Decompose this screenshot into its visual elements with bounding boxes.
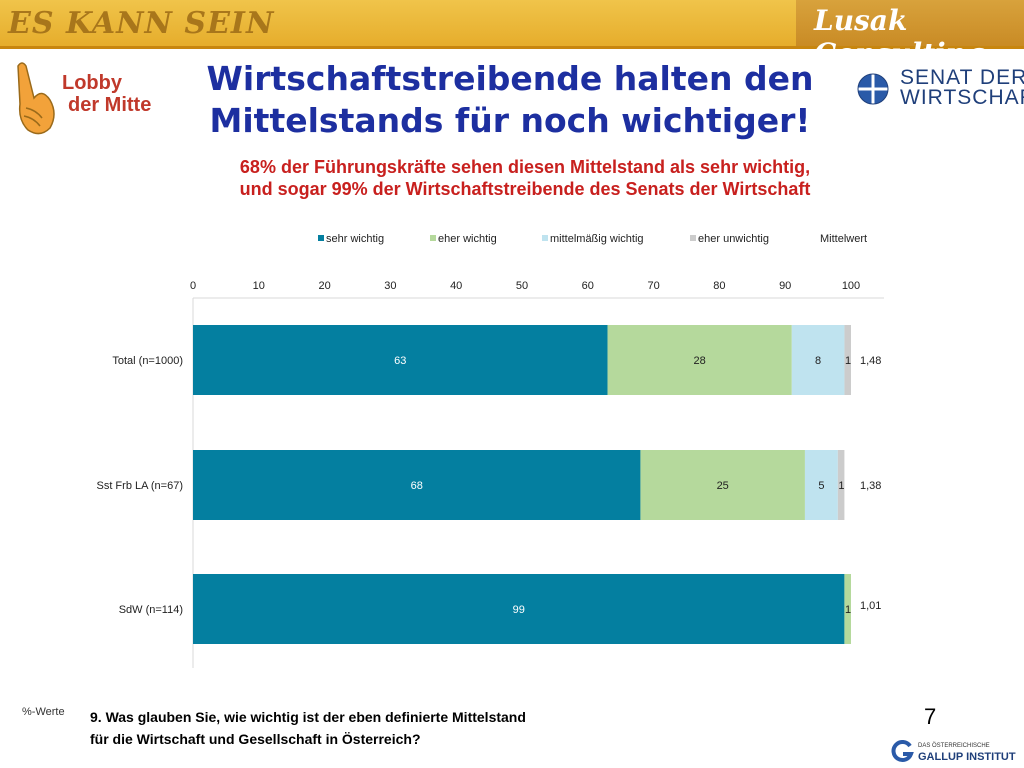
page-number: 7: [924, 704, 937, 729]
senat-line2: WIRTSCHAFT: [900, 86, 1024, 109]
x-tick-label-10: 100: [842, 280, 860, 292]
lusak-logo-box: [796, 0, 1024, 46]
bar-1-3: [837, 450, 845, 520]
bar-1-1: [640, 450, 805, 520]
lusak-consulting-logo: Lusak Consulting: [814, 4, 986, 70]
x-tick-label-9: 90: [779, 280, 791, 292]
x-tick-label-3: 30: [384, 280, 396, 292]
gallup-small-text: DAS ÖSTERREICHISCHE: [918, 743, 990, 749]
lobby-line1: Lobby: [62, 72, 122, 94]
mittelwert-1: 1,38: [860, 480, 881, 492]
bar-value-1-1: 25: [717, 480, 729, 492]
mittelwert-0: 1,48: [860, 355, 881, 367]
legend-label-mittelwert: Mittelwert: [820, 233, 867, 245]
bar-0-2: [791, 325, 845, 395]
category-label-1: Sst Frb LA (n=67): [96, 480, 183, 492]
gallup-g-icon: [891, 740, 914, 762]
bar-0-1: [607, 325, 792, 395]
x-tick-label-1: 10: [253, 280, 265, 292]
x-tick-label-4: 40: [450, 280, 462, 292]
subtitle-line-2: und sogar 99% der Wirtschaftstreibende d…: [239, 179, 811, 199]
es-kann-sein-logo: ES KANN SEIN: [8, 6, 275, 41]
legend-label-1: eher wichtig: [438, 233, 497, 245]
chart-subtitle: 68% der Führungskräfte sehen diesen Mitt…: [160, 156, 890, 200]
legend-label-3: eher unwichtig: [698, 233, 769, 245]
title-line-1: Wirtschaftstreibende halten den: [206, 59, 814, 98]
bar-2-1: [844, 574, 851, 644]
title-line-2: Mittelstands für noch wichtiger!: [209, 101, 811, 140]
bar-value-2-1: 1: [845, 604, 851, 616]
bar-1-2: [804, 450, 838, 520]
bar-2-0: [193, 574, 845, 644]
legend-swatch-1: [430, 235, 436, 241]
bar-value-2-0: 99: [513, 604, 525, 616]
lobby-line2: der Mitte: [68, 94, 152, 116]
question-line-1: 9. Was glauben Sie, wie wichtig ist der …: [90, 709, 526, 725]
bar-0-3: [844, 325, 851, 395]
x-tick-label-5: 50: [516, 280, 528, 292]
bar-1-0: [193, 450, 641, 520]
x-tick-label-2: 20: [318, 280, 330, 292]
mittelwert-2: 1,01: [860, 600, 881, 612]
question-line-2: für die Wirtschaft und Gesellschaft in Ö…: [90, 731, 421, 747]
category-label-2: SdW (n=114): [119, 604, 183, 616]
legend-label-2: mittelmäßig wichtig: [550, 233, 644, 245]
subtitle-line-1: 68% der Führungskräfte sehen diesen Mitt…: [239, 157, 811, 177]
page-title: Wirtschaftstreibende halten den Mittelst…: [180, 58, 840, 142]
globe-icon: [857, 73, 889, 105]
bar-value-0-2: 8: [815, 355, 821, 367]
bar-value-1-2: 5: [818, 480, 824, 492]
legend-label-0: sehr wichtig: [326, 233, 384, 245]
bar-value-0-3: 1: [845, 355, 851, 367]
survey-question: 9. Was glauben Sie, wie wichtig ist der …: [90, 706, 526, 750]
x-tick-label-7: 70: [647, 280, 659, 292]
senat-der-wirtschaft-logo: SENAT DER WIRTSCHAFT: [900, 66, 1024, 109]
legend-swatch-2: [542, 235, 548, 241]
bar-value-1-0: 68: [411, 480, 423, 492]
bar-value-0-1: 28: [694, 355, 706, 367]
legend-swatch-0: [318, 235, 324, 241]
gallup-institut-logo: GALLUP INSTITUT: [918, 751, 1016, 763]
bar-value-1-3: 1: [838, 480, 844, 492]
x-tick-label-0: 0: [190, 280, 196, 292]
percent-values-label: %-Werte: [22, 706, 65, 718]
x-tick-label-6: 60: [582, 280, 594, 292]
bar-0-0: [193, 325, 608, 395]
hand-icon: [17, 62, 55, 135]
x-tick-label-8: 80: [713, 280, 725, 292]
legend-swatch-3: [690, 235, 696, 241]
bar-value-0-0: 63: [394, 355, 406, 367]
lobby-der-mitte-logo: Lobby der Mitte: [62, 72, 151, 116]
senat-line1: SENAT DER: [900, 66, 1024, 89]
category-label-0: Total (n=1000): [112, 355, 183, 367]
top-banner: ES KANN SEIN Lusak Consulting: [0, 0, 1024, 70]
